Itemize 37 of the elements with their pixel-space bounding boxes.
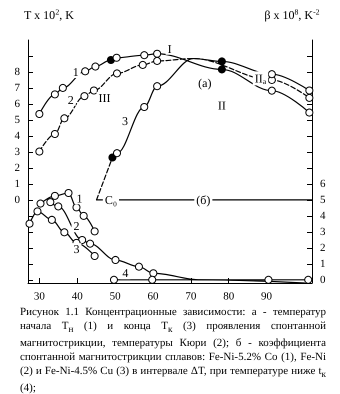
x-tick-label: 60 <box>147 290 159 302</box>
annotation: II <box>218 98 226 113</box>
y-tick-label: 5 <box>14 114 20 126</box>
y2-tick-label: 4 <box>320 210 326 222</box>
annotation: I <box>168 42 172 56</box>
y-tick-label: 6 <box>14 98 20 110</box>
y2-tick-label: 3 <box>320 226 326 238</box>
annotation: (a) <box>198 76 212 90</box>
annotation: 2 <box>68 92 74 107</box>
y-tick-label: 7 <box>14 82 20 94</box>
x-tick-label: 80 <box>223 290 235 302</box>
y2-tick-label: 1 <box>320 258 326 270</box>
annotation: III <box>98 90 110 105</box>
x-tick-label: 70 <box>185 290 197 302</box>
y-tick-label: 1 <box>14 178 20 190</box>
y-tick-label: 4 <box>14 130 20 142</box>
annotation: 1 <box>76 191 82 206</box>
x-tick-label: 50 <box>110 290 122 302</box>
y-tick-label: 8 <box>14 66 20 78</box>
y2-tick-label: 2 <box>320 242 326 254</box>
y2-tick-label: 5 <box>320 194 326 206</box>
x-tick-label: 90 <box>261 290 273 302</box>
annotation: (б) <box>196 192 210 207</box>
text: Рисунок 1.1 Концентрационные зависимости: а - температур начала T$_{н}$ (1) и конца T$_{к}$ (3) проявления спонтанной магнитострикции, температуры Кюри (2); б - коэффициента спонтанной магнитострикции сплавов: Fe-Ni-5.2% Co (1), Fe-Ni (2) и Fe-Ni-4.5% Cu (3) в интервале ΔT, при температуре ниже t$_{к}$ (4); <box>20 306 326 394</box>
annotation: 3 <box>73 242 80 256</box>
y-tick-label: 0 <box>14 194 20 206</box>
annotation: 2 <box>73 219 80 234</box>
x-tick-label: 30 <box>34 290 46 302</box>
y-tick-label: 3 <box>14 146 20 158</box>
annotation: 4 <box>122 266 128 280</box>
y2-tick-label: 6 <box>320 178 326 190</box>
y2-tick-label: 0 <box>320 274 326 286</box>
x-tick-label: 40 <box>72 290 84 302</box>
y-tick-label: 2 <box>14 162 20 174</box>
annotation: C₀ <box>104 192 118 207</box>
annotation: 1 <box>72 64 79 79</box>
annotation: 3 <box>122 114 128 128</box>
